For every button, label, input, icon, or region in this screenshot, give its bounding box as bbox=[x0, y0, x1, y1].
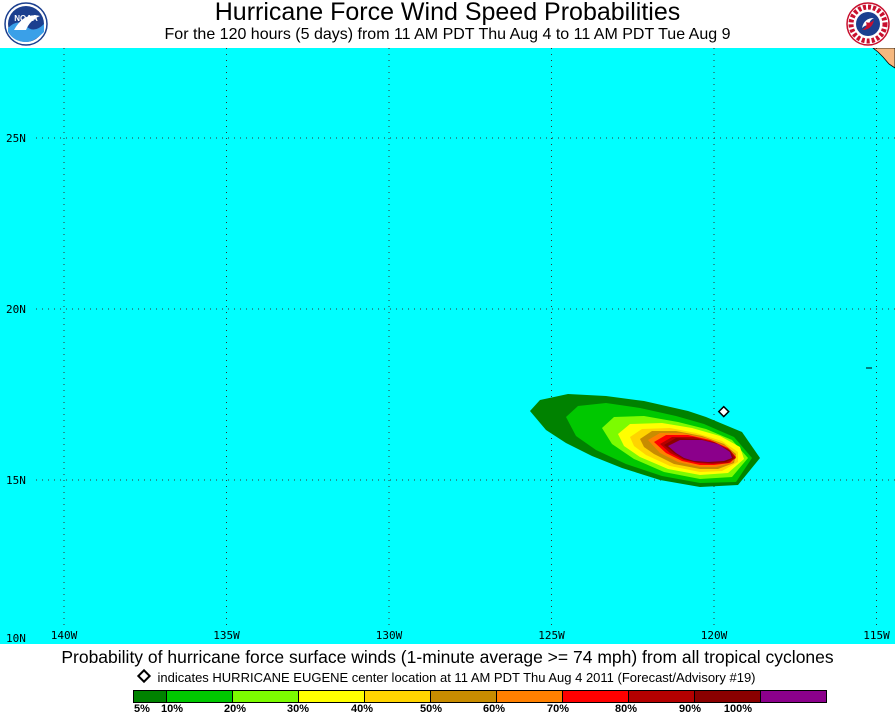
probability-map: 25N 20N 15N 10N 140W 135W 130W 125W 120W 115W bbox=[0, 47, 895, 645]
page-subtitle: For the 120 hours (5 days) from 11 AM PD… bbox=[164, 26, 731, 43]
legend-label: 70% bbox=[546, 703, 570, 715]
map-caption: Probability of hurricane force surface w… bbox=[61, 647, 834, 667]
probability-contours bbox=[530, 394, 760, 487]
header: NOAA Hurricane Force Wind Speed Probabil… bbox=[0, 0, 895, 48]
storm-center-note-text: indicates HURRICANE EUGENE center locati… bbox=[157, 670, 756, 685]
storm-center-marker bbox=[717, 405, 730, 418]
nws-logo bbox=[846, 2, 890, 46]
legend-label: 80% bbox=[614, 703, 638, 715]
latitude-label: 10N bbox=[6, 632, 26, 644]
map-canvas: 25N 20N 15N 10N 140W 135W 130W 125W 120W 115W bbox=[0, 47, 895, 645]
legend-label: 30% bbox=[286, 703, 310, 715]
legend-label: 5% bbox=[134, 703, 150, 715]
legend-swatch bbox=[629, 691, 695, 702]
longitude-label: 120W bbox=[701, 629, 728, 642]
longitude-label: 140W bbox=[51, 629, 78, 642]
legend-label: 100% bbox=[723, 703, 753, 715]
legend-label: 10% bbox=[160, 703, 184, 715]
diamond-icon bbox=[137, 668, 152, 684]
national-weather-service-logo-icon bbox=[846, 2, 890, 46]
legend-swatch bbox=[497, 691, 563, 702]
storm-center-diamond-icon bbox=[717, 405, 730, 418]
longitude-label: 135W bbox=[213, 629, 240, 642]
longitude-label: 125W bbox=[538, 629, 565, 642]
contour-100pct bbox=[668, 440, 732, 462]
latitude-label: 20N bbox=[6, 303, 26, 316]
legend-labels: 5% 10% 20% 30% 40% 50% 60% 70% 80% 90% 100% bbox=[0, 703, 895, 717]
latitude-label: 15N bbox=[6, 474, 26, 487]
ocean-area bbox=[0, 48, 895, 644]
legend-swatch bbox=[233, 691, 299, 702]
legend-swatch bbox=[167, 691, 233, 702]
legend-swatch bbox=[365, 691, 431, 702]
noaa-logo-icon: NOAA bbox=[4, 2, 48, 46]
legend-label: 90% bbox=[678, 703, 702, 715]
footer: Probability of hurricane force surface w… bbox=[0, 644, 895, 716]
legend-swatch bbox=[563, 691, 629, 702]
legend-color-bar bbox=[133, 690, 827, 703]
latitude-label: 25N bbox=[6, 132, 26, 145]
legend-swatch bbox=[695, 691, 761, 702]
legend-label: 50% bbox=[419, 703, 443, 715]
noaa-logo: NOAA bbox=[4, 2, 48, 46]
legend-swatch bbox=[134, 691, 167, 702]
legend-label: 40% bbox=[350, 703, 374, 715]
storm-center-note: indicates HURRICANE EUGENE center locati… bbox=[0, 668, 895, 686]
longitude-label: 115W bbox=[863, 629, 890, 642]
legend-label: 60% bbox=[482, 703, 506, 715]
land-baja-california bbox=[871, 47, 895, 69]
longitude-label: 130W bbox=[376, 629, 403, 642]
legend-label: 20% bbox=[223, 703, 247, 715]
noaa-logo-text: NOAA bbox=[14, 14, 38, 23]
legend-swatch bbox=[431, 691, 497, 702]
graticule bbox=[36, 48, 895, 628]
axis-labels: 25N 20N 15N 10N 140W 135W 130W 125W 120W 115W bbox=[6, 132, 890, 645]
legend-swatch bbox=[299, 691, 365, 702]
legend-swatch bbox=[761, 691, 826, 702]
page-title: Hurricane Force Wind Speed Probabilities bbox=[214, 0, 681, 26]
